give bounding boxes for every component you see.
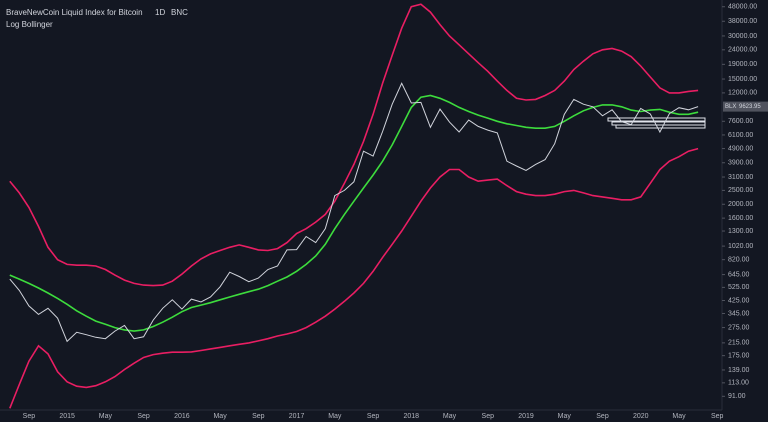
x-tick-label: Sep [367, 413, 380, 420]
price-symbol: BLX [725, 104, 736, 110]
x-tick-label: 2017 [289, 413, 305, 420]
y-tick-label: 48000.00 [728, 4, 757, 11]
x-tick-label: Sep [252, 413, 265, 420]
y-tick-label: 1600.00 [728, 215, 753, 222]
x-tick-label: May [672, 413, 686, 420]
y-tick-label: 12000.00 [728, 90, 757, 97]
y-tick-label: 139.00 [728, 367, 750, 374]
y-tick-label: 19000.00 [728, 61, 757, 68]
y-tick-label: 175.00 [728, 353, 750, 360]
y-tick-label: 24000.00 [728, 47, 757, 54]
x-tick-label: May [99, 413, 113, 420]
zone-boxes [607, 117, 706, 129]
plot-area [9, 3, 699, 409]
zone-box [615, 124, 706, 129]
x-tick-label: Sep [596, 413, 609, 420]
band-line [9, 147, 699, 409]
y-tick-label: 7600.00 [728, 118, 753, 125]
y-tick-label: 1020.00 [728, 243, 753, 250]
y-tick-label: 645.00 [728, 271, 750, 278]
y-tick-label: 3100.00 [728, 174, 753, 181]
price-line [9, 82, 699, 343]
x-tick-label: Sep [137, 413, 150, 420]
y-tick-label: 4900.00 [728, 145, 753, 152]
y-tick-label: 820.00 [728, 257, 750, 264]
exchange: BNC [171, 8, 188, 17]
x-tick-label: May [328, 413, 342, 420]
y-tick-label: 275.00 [728, 324, 750, 331]
y-tick-label: 91.00 [728, 393, 746, 400]
x-tick-label: Sep [711, 413, 724, 420]
y-tick-label: 2500.00 [728, 187, 753, 194]
y-tick-label: 215.00 [728, 340, 750, 347]
x-tick-label: 2016 [174, 413, 190, 420]
x-tick-label: Sep [23, 413, 36, 420]
interval: 1D [155, 8, 165, 17]
price-value: 9623.95 [739, 104, 761, 110]
y-tick-label: 1300.00 [728, 228, 753, 235]
x-tick-label: 2019 [518, 413, 534, 420]
y-tick-label: 113.00 [728, 380, 749, 387]
x-tick-label: 2020 [633, 413, 649, 420]
y-tick-label: 15000.00 [728, 76, 757, 83]
y-tick-label: 345.00 [728, 310, 750, 317]
y-tick-label: 30000.00 [728, 33, 757, 40]
x-tick-label: Sep [482, 413, 495, 420]
band-line [9, 3, 699, 287]
y-tick-label: 6100.00 [728, 132, 753, 139]
indicator-name: Log Bollinger [6, 20, 53, 29]
y-tick-label: 38000.00 [728, 18, 757, 25]
x-tick-label: May [558, 413, 572, 420]
band-line [9, 94, 699, 332]
chart-title: BraveNewCoin Liquid Index for Bitcoin [6, 8, 143, 17]
x-tick-label: 2018 [404, 413, 420, 420]
zone-box [607, 117, 706, 122]
y-tick-label: 2000.00 [728, 201, 753, 208]
y-tick-label: 3900.00 [728, 160, 753, 167]
price-label-box [723, 101, 768, 112]
x-tick-label: May [443, 413, 457, 420]
y-tick-label: 425.00 [728, 297, 750, 304]
x-tick-label: 2015 [59, 413, 75, 420]
x-tick-label: May [213, 413, 227, 420]
y-tick-label: 525.00 [728, 284, 750, 291]
